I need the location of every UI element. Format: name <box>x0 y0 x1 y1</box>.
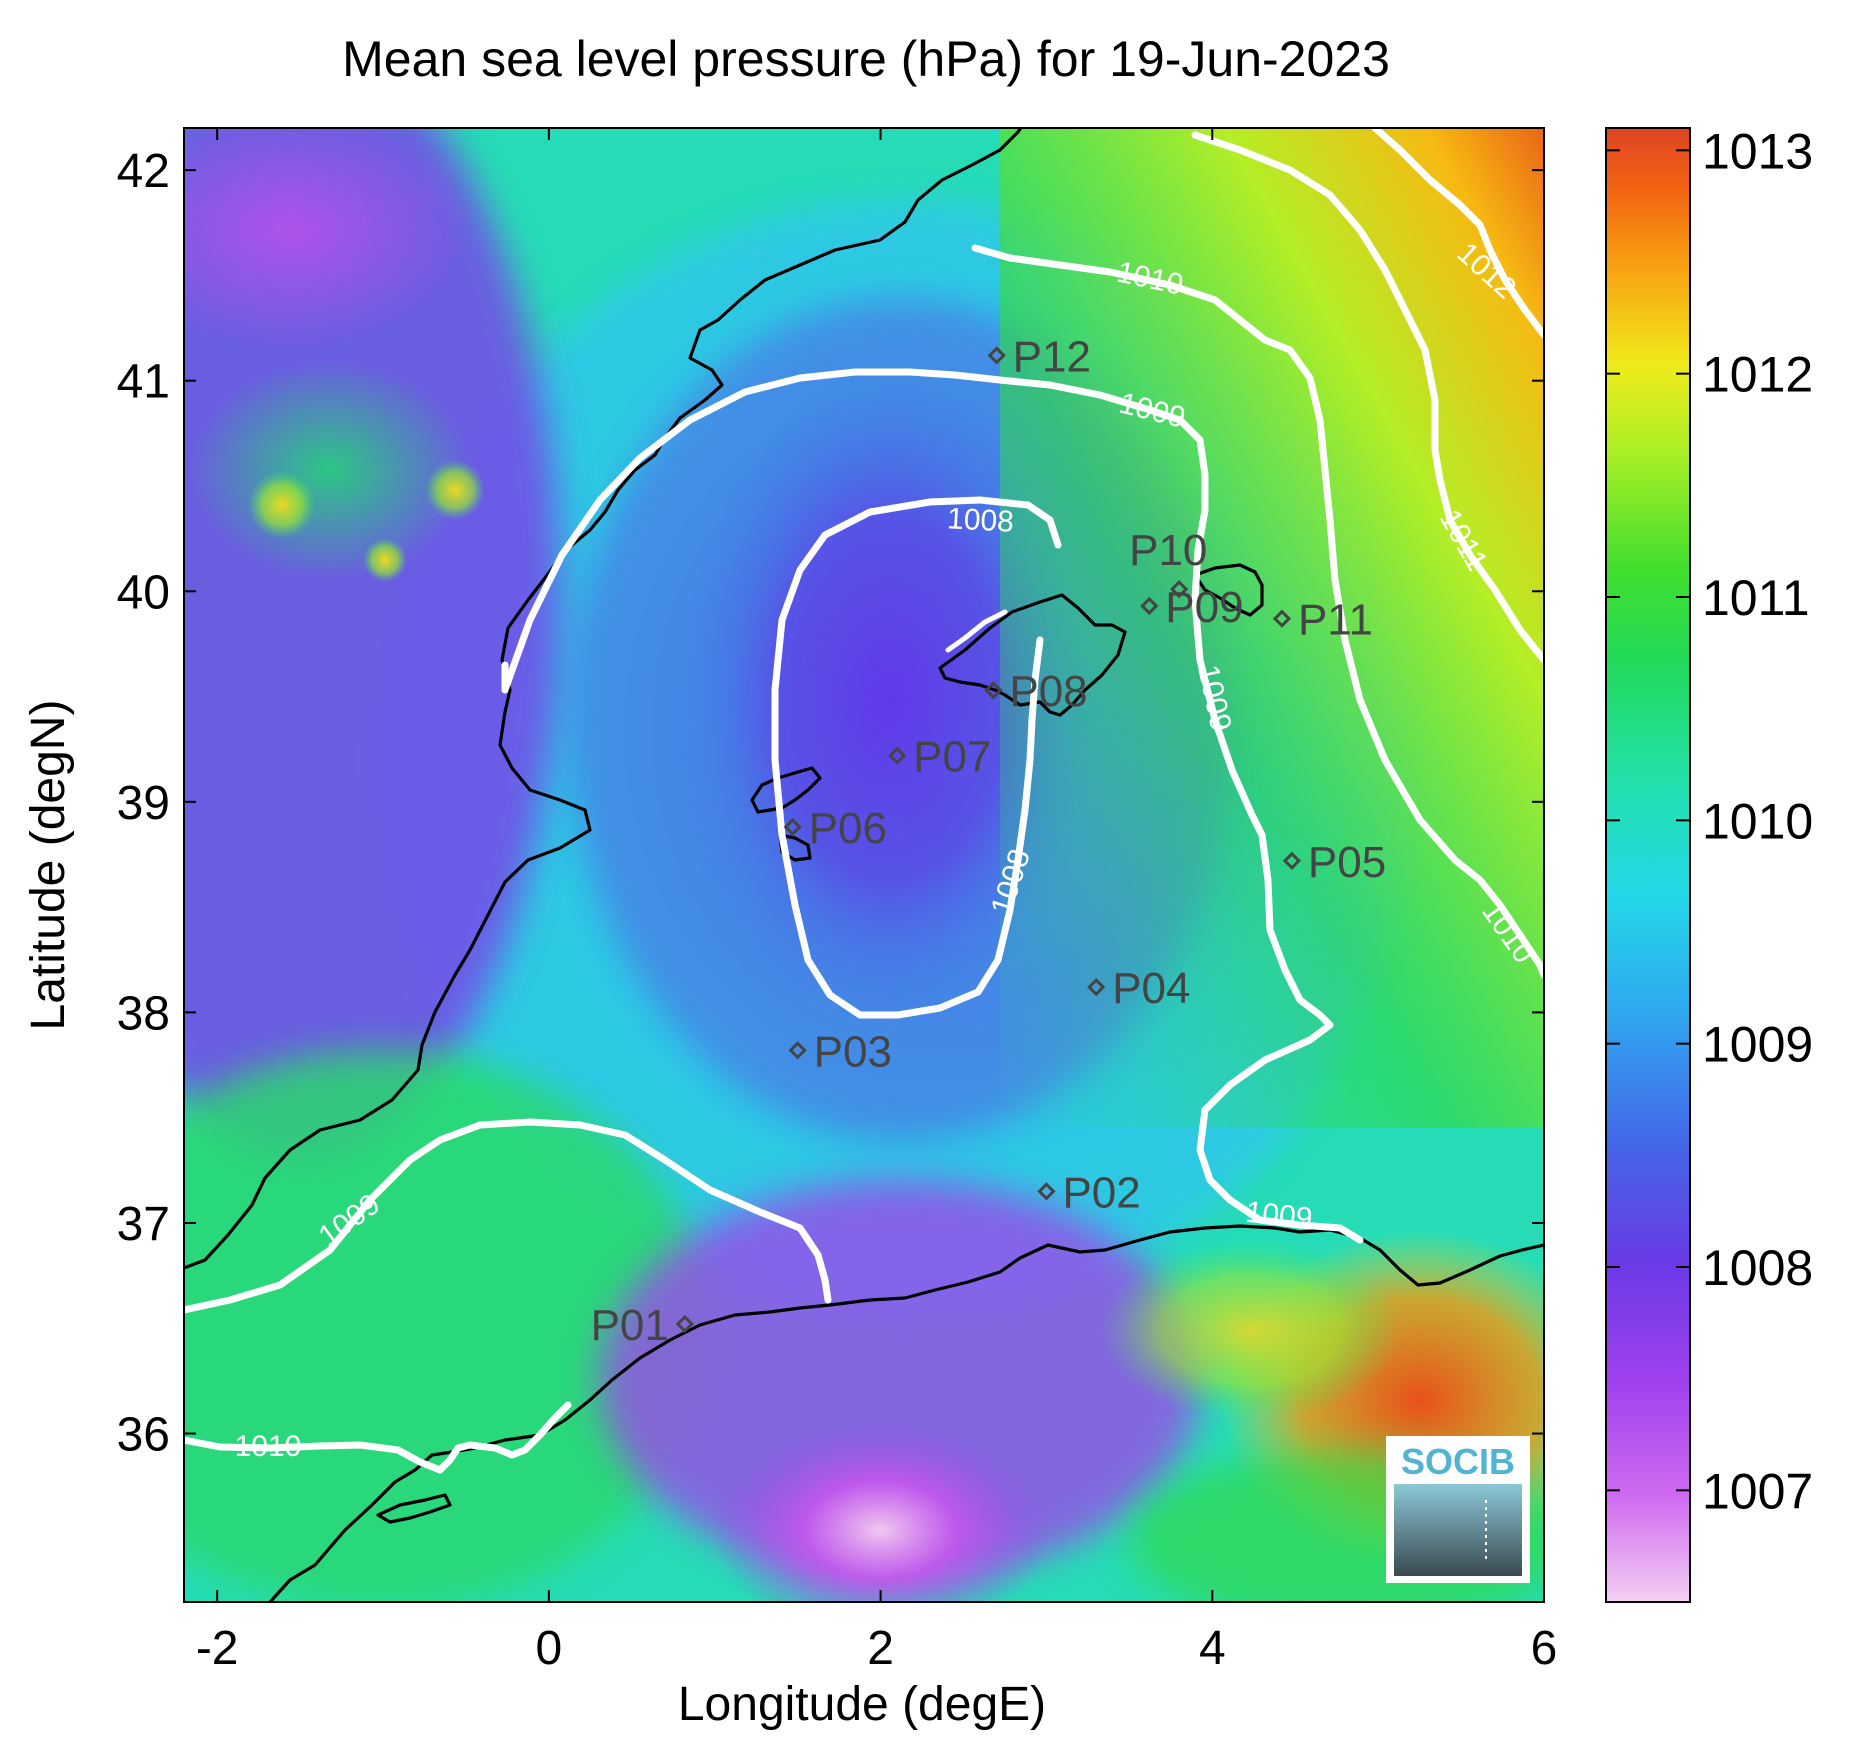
socib-logo: SOCIB <box>1386 1436 1530 1583</box>
colorbar-tick-label: 1012 <box>1702 347 1813 403</box>
y-tick-label: 39 <box>117 777 170 830</box>
station-marker-icon <box>1272 609 1292 628</box>
isobar-1009-inner <box>501 368 1364 1244</box>
station-marker-icon <box>675 1314 694 1334</box>
station-label: P07 <box>913 733 991 782</box>
colorbar-tick-label: 1009 <box>1702 1017 1813 1073</box>
menorca-outline <box>1193 563 1264 617</box>
coastlines <box>184 128 1544 1602</box>
station-label: P09 <box>1165 583 1243 632</box>
colorbar-gradient <box>1605 127 1691 1603</box>
figure-title: Mean sea level pressure (hPa) for 19-Jun… <box>342 31 1390 87</box>
x-tick-label: 6 <box>1531 1622 1558 1675</box>
station-p02: P02 <box>1037 1168 1141 1217</box>
x-tick-label: -2 <box>196 1622 239 1675</box>
isobar-contours <box>184 128 1544 1474</box>
station-marker-icon <box>987 346 1006 365</box>
y-tick-label: 38 <box>117 987 170 1040</box>
x-axis-ticks: -2 0 2 4 6 <box>196 128 1558 1675</box>
isobar-1009-south <box>184 1118 832 1314</box>
north-africa-coastline <box>268 1224 1544 1602</box>
station-label: P01 <box>591 1301 669 1350</box>
station-label: P02 <box>1062 1168 1140 1217</box>
contour-label-1008-top: 1008 <box>946 502 1014 538</box>
contour-label-1010-south: 1010 <box>235 1430 302 1463</box>
colorbar-tick-label: 1007 <box>1702 1463 1813 1519</box>
colorbar-tick-label: 1013 <box>1702 123 1813 179</box>
y-tick-label: 41 <box>117 356 170 409</box>
station-marker-icon <box>1140 596 1159 616</box>
station-marker-icon <box>1169 580 1189 599</box>
isobar-1010-north <box>971 244 1544 979</box>
colorbar: 1007 1008 1009 1010 1011 1012 1013 <box>1605 123 1813 1603</box>
colorbar-ticks: 1007 1008 1009 1010 1011 1012 1013 <box>1606 123 1813 1519</box>
station-p06: P06 <box>783 804 887 853</box>
station-markers: P01 P02 P03 P04 P05 P06 P07 P08 P09 P10 P11 P12 <box>591 332 1387 1350</box>
station-label: P05 <box>1308 838 1386 887</box>
isobar-1008-mallorca <box>945 609 1008 653</box>
station-p05: P05 <box>1282 838 1386 887</box>
station-label: P04 <box>1112 964 1190 1013</box>
station-label: P10 <box>1129 526 1207 575</box>
isobar-1011 <box>1191 131 1544 664</box>
station-marker-icon <box>1037 1182 1056 1201</box>
pressure-field <box>184 128 1544 1602</box>
station-p07: P07 <box>888 733 991 782</box>
station-marker-icon <box>1087 978 1106 997</box>
y-axis-label: Latitude (degN) <box>22 700 75 1031</box>
station-p12: P12 <box>987 332 1091 381</box>
station-label: P06 <box>809 804 887 853</box>
station-label: P08 <box>1009 667 1087 716</box>
station-p09: P09 <box>1140 583 1244 632</box>
y-tick-label: 36 <box>117 1409 170 1462</box>
station-p01: P01 <box>591 1301 694 1350</box>
contour-label-1009-south: 1009 <box>1244 1196 1314 1236</box>
isobar-1012 <box>1371 128 1544 339</box>
station-marker-icon <box>984 681 1003 700</box>
plot-frame <box>183 127 1545 1603</box>
x-tick-label: 2 <box>867 1622 894 1675</box>
isobar-1010-south <box>184 1401 572 1474</box>
station-p08: P08 <box>984 667 1088 716</box>
station-marker-icon <box>1282 851 1302 870</box>
socib-logo-text: SOCIB <box>1401 1441 1515 1482</box>
y-tick-label: 40 <box>117 566 170 619</box>
station-p10: P10 <box>1129 526 1207 599</box>
y-axis-ticks: 36 37 38 39 40 41 42 <box>117 145 1544 1462</box>
station-marker-icon <box>888 746 907 765</box>
station-p03: P03 <box>788 1027 892 1076</box>
x-axis-label: Longitude (degE) <box>678 1678 1046 1731</box>
alboran-island-outline <box>376 1493 452 1524</box>
colorbar-tick-label: 1011 <box>1702 570 1810 626</box>
y-tick-label: 42 <box>117 145 170 198</box>
colorbar-tick-label: 1008 <box>1702 1240 1813 1296</box>
station-label: P12 <box>1013 332 1091 381</box>
x-tick-label: 4 <box>1199 1622 1226 1675</box>
station-marker-icon <box>783 817 802 837</box>
station-p11: P11 <box>1272 596 1373 645</box>
x-tick-label: 0 <box>536 1622 563 1675</box>
station-marker-icon <box>788 1041 807 1060</box>
station-label: P11 <box>1298 596 1373 645</box>
y-tick-label: 37 <box>117 1198 170 1251</box>
mallorca-outline <box>938 593 1127 717</box>
colorbar-tick-label: 1010 <box>1702 793 1813 849</box>
station-p04: P04 <box>1087 964 1190 1013</box>
isobar-1008-center <box>771 496 1062 1019</box>
station-label: P03 <box>814 1027 892 1076</box>
iberian-coastline <box>184 128 1023 1270</box>
